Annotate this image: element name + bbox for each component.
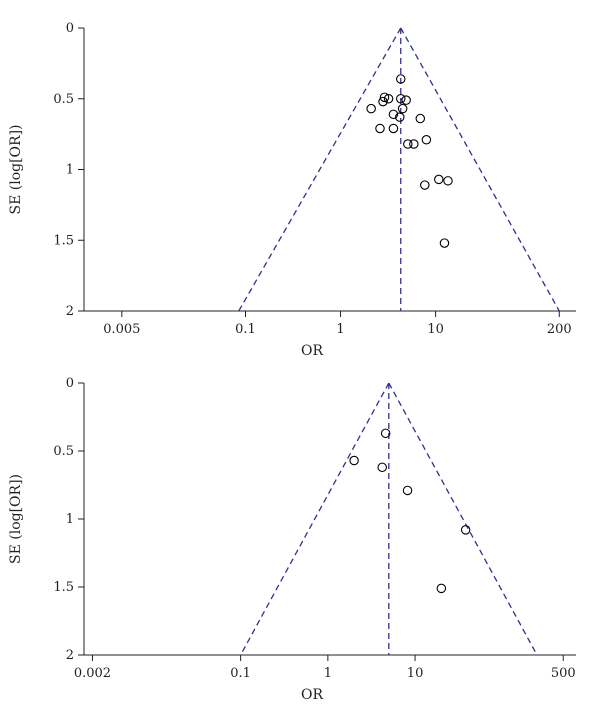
x-tick-label: 500 <box>551 666 576 681</box>
study-point <box>379 92 390 103</box>
study-point <box>415 113 426 124</box>
x-tick-label: 1 <box>336 322 344 337</box>
study-point <box>349 455 359 466</box>
x-axis-label: OR <box>301 343 323 359</box>
y-tick-label: 2 <box>66 648 74 663</box>
study-point <box>421 135 432 145</box>
x-tick-label: 10 <box>427 322 444 337</box>
study-point <box>377 462 387 473</box>
x-tick-label: 0.005 <box>103 322 140 337</box>
funnel-right-limit <box>400 27 560 312</box>
study-point <box>397 103 408 114</box>
study-point <box>460 525 471 535</box>
study-point <box>401 95 411 105</box>
y-tick-label: 0.5 <box>53 444 74 459</box>
y-tick-label: 0.5 <box>53 92 74 107</box>
x-tick-label: 10 <box>407 666 424 681</box>
study-point <box>439 238 450 248</box>
x-axis-label: OR <box>301 687 323 703</box>
study-point <box>434 174 444 185</box>
x-tick-label: 1 <box>324 666 332 681</box>
funnel-plot-bottom: 0 0.5 1 1.5 20.002 0.1 1 10 500 OR SE (log[OR]) <box>8 376 576 703</box>
y-tick-label: 0 <box>66 376 74 391</box>
study-point <box>383 94 394 104</box>
y-axis-label: SE (log[OR]) <box>8 474 24 564</box>
y-tick-label: 1.5 <box>53 580 74 595</box>
study-point <box>388 109 399 120</box>
funnel-left-limit <box>240 382 390 656</box>
x-tick-label: 0.1 <box>230 666 251 681</box>
study-point <box>420 180 430 190</box>
funnel-right-limit <box>388 382 538 656</box>
study-point <box>403 139 413 149</box>
y-tick-label: 1 <box>66 163 74 178</box>
funnel-left-limit <box>238 27 402 312</box>
study-point <box>402 485 413 496</box>
study-point <box>409 139 419 149</box>
study-point <box>436 583 447 594</box>
study-point <box>443 176 453 186</box>
x-tick-label: 0.002 <box>74 666 111 681</box>
y-tick-label: 0 <box>66 21 74 36</box>
x-tick-label: 200 <box>547 322 572 337</box>
study-point <box>396 94 406 104</box>
y-tick-label: 1.5 <box>53 233 74 248</box>
x-tick-label: 0.1 <box>235 322 256 337</box>
study-point <box>380 428 391 439</box>
y-tick-label: 2 <box>66 304 74 319</box>
study-point <box>375 123 385 134</box>
study-point <box>378 96 388 107</box>
study-point <box>366 103 376 114</box>
study-point <box>396 74 406 84</box>
y-tick-label: 1 <box>66 512 74 527</box>
study-point <box>395 112 405 122</box>
y-axis-label: SE (log[OR]) <box>8 125 24 215</box>
study-point <box>388 123 399 134</box>
funnel-plot-top: 0 0.5 1 1.5 2 0.005 0.1 1 10 200 OR SE (log[OR]) <box>8 21 576 359</box>
